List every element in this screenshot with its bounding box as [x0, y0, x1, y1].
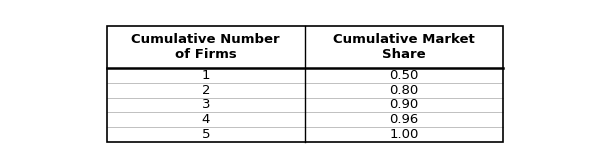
- Text: 2: 2: [202, 84, 210, 97]
- Text: 0.50: 0.50: [389, 69, 419, 82]
- Text: 1: 1: [202, 69, 210, 82]
- Text: 0.96: 0.96: [390, 113, 419, 126]
- Text: 4: 4: [202, 113, 210, 126]
- Text: 5: 5: [202, 128, 210, 141]
- Text: Cumulative Market
Share: Cumulative Market Share: [333, 33, 475, 61]
- Text: Cumulative Number
of Firms: Cumulative Number of Firms: [131, 33, 280, 61]
- Text: 0.90: 0.90: [390, 99, 419, 112]
- Text: 3: 3: [202, 99, 210, 112]
- Text: 0.80: 0.80: [390, 84, 419, 97]
- Text: 1.00: 1.00: [389, 128, 419, 141]
